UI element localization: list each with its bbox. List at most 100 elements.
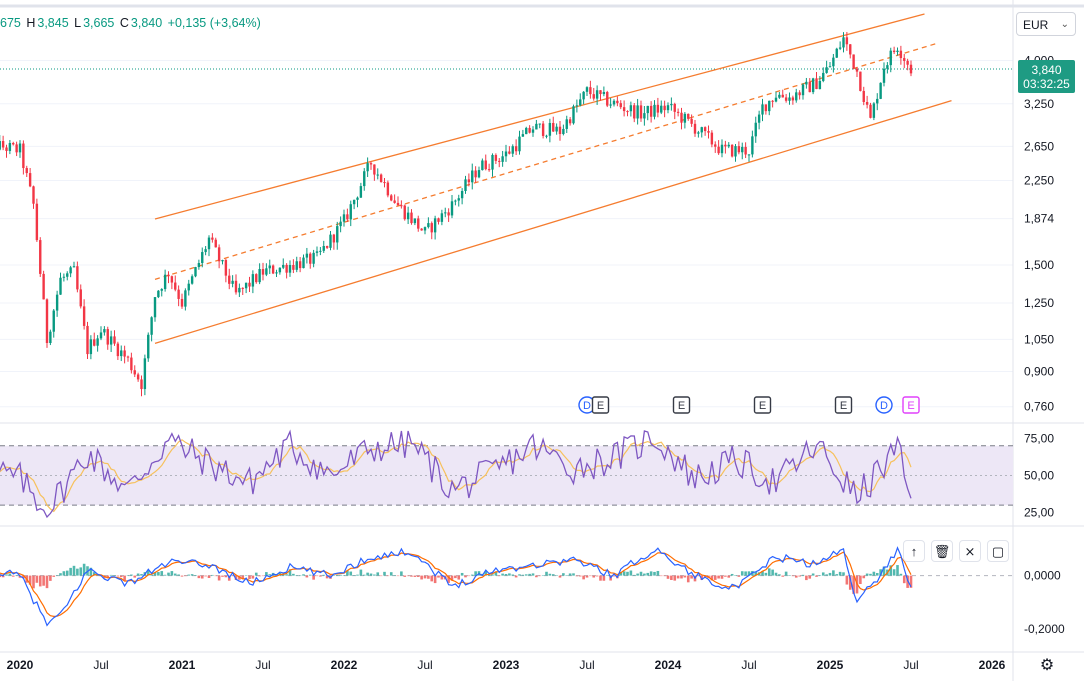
macd-histogram-bar (727, 575, 731, 578)
candle-body (376, 174, 379, 176)
macd-histogram-bar (589, 575, 592, 577)
macd-histogram-bar (221, 575, 224, 577)
macd-histogram-bar (666, 575, 670, 579)
maximize-pane-button[interactable]: ▢ (987, 540, 1009, 562)
candle-body (417, 218, 420, 229)
candle-body (734, 146, 737, 157)
candle-body (801, 84, 805, 96)
candle-body (140, 379, 143, 390)
macd-histogram-bar (599, 575, 602, 581)
macd-histogram-bar (632, 574, 636, 576)
macd-histogram-bar (55, 575, 59, 576)
macd-histogram-bar (801, 574, 805, 576)
candle-body (49, 331, 52, 343)
earnings-marker[interactable] (591, 396, 610, 414)
macd-histogram-bar (170, 571, 174, 576)
macd-histogram-bar (180, 575, 184, 577)
candle-body (649, 105, 653, 117)
candle-body (862, 90, 865, 103)
currency-select[interactable]: EUR ⌄ (1016, 12, 1076, 36)
candle-body (369, 163, 373, 165)
delete-pane-button[interactable]: 🗑 (931, 540, 953, 562)
trend-channel[interactable] (154, 13, 952, 344)
macd-histogram-bar (305, 575, 309, 578)
macd-histogram-bar (734, 575, 737, 576)
macd-histogram-bar (572, 573, 575, 576)
close-value: 3,840 (130, 16, 163, 30)
macd-histogram-bar (636, 573, 639, 576)
macd-histogram-bar (484, 570, 488, 576)
macd-histogram-bar (778, 574, 781, 576)
macd-histogram-bar (562, 573, 565, 576)
macd-histogram-bar (0, 575, 2, 578)
candle-body (774, 97, 778, 102)
channel-middle-line (154, 42, 939, 280)
candle-body (595, 90, 599, 99)
collapse-pane-button[interactable]: ⨯ (959, 540, 981, 562)
candle-body (271, 265, 275, 274)
macd-histogram-bar (366, 572, 369, 576)
move-pane-up-button[interactable]: ↑ (903, 540, 925, 562)
dividend-marker[interactable] (875, 396, 893, 414)
candle-body (882, 68, 886, 83)
candle-body (498, 160, 501, 162)
candle-body (207, 237, 211, 250)
candle-body (903, 58, 906, 61)
earnings-marker[interactable] (902, 396, 920, 414)
candle-body (741, 146, 744, 153)
macd-histogram-bar (352, 575, 356, 576)
candle-body (383, 182, 386, 184)
candle-body (66, 273, 69, 277)
macd-histogram-bar (626, 571, 629, 576)
candle-body (298, 261, 302, 269)
macd-histogram-bar (828, 572, 832, 576)
earnings-marker[interactable] (834, 396, 853, 414)
candle-body (72, 266, 76, 268)
macd-histogram-bar (724, 575, 727, 577)
candle-body (525, 127, 528, 135)
candle-body (639, 105, 643, 119)
candle-body (589, 87, 592, 95)
last-price-label: 3,840 03:32:25 (1018, 60, 1075, 93)
candle-body (288, 265, 292, 273)
candle-body (1, 141, 5, 148)
candle-body (720, 144, 724, 154)
candle-body (386, 182, 390, 196)
settings-gear-icon[interactable]: ⚙ (1039, 657, 1055, 674)
macd-histogram-bar (859, 575, 862, 585)
candlesticks (0, 31, 913, 397)
macd-histogram-bar (649, 571, 653, 576)
macd-histogram-bar (11, 575, 15, 577)
earnings-marker[interactable] (672, 396, 691, 414)
candle-body (390, 195, 393, 201)
candle-body (832, 57, 835, 67)
macd-histogram-bar (717, 575, 720, 579)
candle-body (69, 267, 72, 274)
macd-histogram-bar (133, 575, 137, 578)
candle-body (187, 283, 190, 291)
macd-histogram-bar (524, 574, 528, 576)
macd-histogram-bar (896, 565, 899, 576)
candle-body (781, 94, 784, 98)
macd-histogram-bar (865, 573, 869, 576)
candle-body (346, 214, 349, 220)
macd-histogram-bar (440, 575, 444, 580)
price-axis-label: 1,500 (1024, 258, 1054, 272)
earnings-marker-label: E (678, 400, 685, 412)
macd-histogram-bar (79, 567, 83, 576)
candle-body (683, 113, 687, 123)
candle-body (410, 212, 413, 224)
macd-histogram-bar (710, 575, 714, 581)
candle-body (521, 134, 525, 137)
earnings-marker-label: E (597, 400, 604, 412)
macd-histogram-bar (508, 573, 511, 576)
candle-body (680, 112, 683, 123)
macd-histogram-bar (423, 575, 427, 579)
earnings-marker[interactable] (753, 396, 772, 414)
macd-histogram-bar (791, 575, 795, 577)
candle-body (170, 276, 174, 283)
macd-histogram-bar (538, 575, 542, 577)
macd-histogram-bar (1, 575, 5, 578)
